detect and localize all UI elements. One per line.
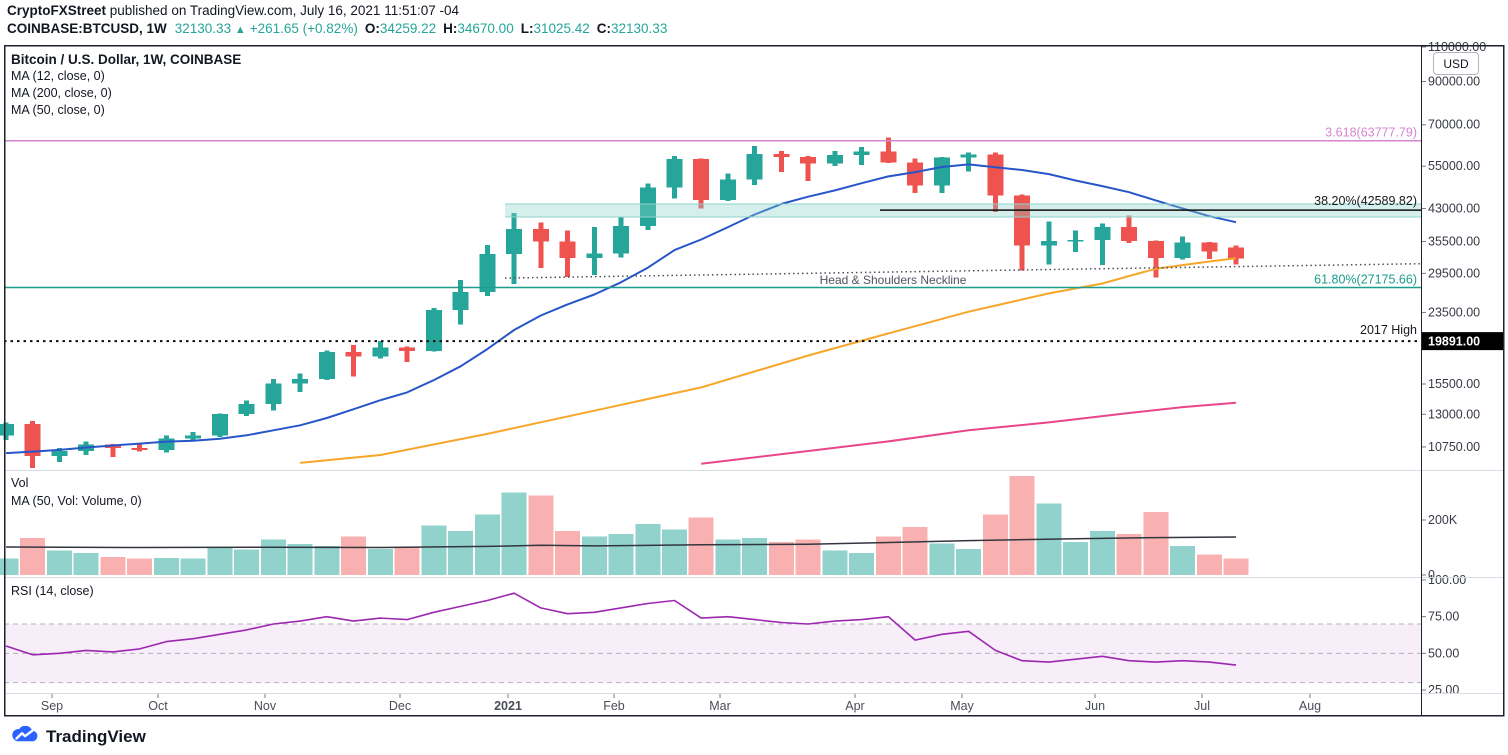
price-axis-label: 90000.00 <box>1428 75 1480 89</box>
price-axis-label: 35500.00 <box>1428 235 1480 249</box>
last-price: 32130.33 <box>174 21 232 36</box>
price-tag <box>1422 332 1504 351</box>
candlestick-series <box>0 137 1245 469</box>
volume-legend-label[interactable]: Vol <box>11 476 29 490</box>
time-axis-label: Jul <box>1194 699 1210 713</box>
svg-text:19891.00: 19891.00 <box>1428 335 1480 349</box>
time-axis-label: Aug <box>1299 699 1321 713</box>
header: CryptoFXStreet published on TradingView.… <box>7 2 667 39</box>
time-axis-label: Nov <box>254 699 277 713</box>
frame <box>3 44 1505 717</box>
low-label: L: <box>520 21 534 36</box>
quote-line: COINBASE:BTCUSD, 1W 32130.33 ▲ +261.65 (+0… <box>7 20 667 39</box>
symbol-name: COINBASE:BTCUSD, 1W <box>7 21 167 36</box>
publish-info: published on TradingView.com, July 16, 2… <box>106 3 460 18</box>
tradingview-cloud-icon <box>12 726 38 742</box>
volume-ma-legend[interactable]: MA (50, Vol: Volume, 0) <box>11 493 142 508</box>
time-axis-label: Oct <box>148 699 168 713</box>
ma200-legend[interactable]: MA (200, close, 0) <box>11 86 112 100</box>
high-2017-label: 2017 High <box>1360 323 1417 337</box>
ma50-legend[interactable]: MA (50, close, 0) <box>11 103 105 117</box>
publish-line: CryptoFXStreet published on TradingView.… <box>7 2 667 20</box>
volume-axis-label: 200K <box>1428 513 1458 527</box>
neckline-label: Head & Shoulders Neckline <box>820 273 967 287</box>
publisher-name: CryptoFXStreet <box>7 3 107 18</box>
rsi-axis-label: 75.00 <box>1428 610 1459 624</box>
volume-pane-legend: Vol MA (50, Vol: Volume, 0) <box>11 475 142 510</box>
time-axis-label: May <box>950 699 974 713</box>
ma200-line <box>701 401 1237 465</box>
chart-title: Bitcoin / U.S. Dollar, 1W, COINBASE <box>11 52 242 67</box>
chart-border <box>3 44 1505 717</box>
time-axis-label: Feb <box>603 699 625 713</box>
high-label: H: <box>443 21 458 36</box>
price-axis-label: 10750.00 <box>1428 440 1480 454</box>
tradingview-logo-link[interactable]: TradingView <box>10 726 146 748</box>
rsi-pane <box>4 592 1421 684</box>
price-axis-label: 15500.00 <box>1428 377 1480 391</box>
time-axis[interactable]: Sep Oct Nov Dec 2021 Feb Mar Apr May Jun Jul Aug <box>41 693 1321 713</box>
up-arrow-icon: ▲ <box>234 24 246 36</box>
fib-3618-label: 3.618(63777.79) <box>1325 126 1417 140</box>
rsi-pane-legend: RSI (14, close) <box>11 584 94 598</box>
price-pane-legend: Bitcoin / U.S. Dollar, 1W, COINBASE MA (… <box>11 51 241 119</box>
fib-382-label: 38.20%(42589.82) <box>1314 194 1417 208</box>
rsi-band <box>4 623 1421 683</box>
rsi-axis-label: 50.00 <box>1428 646 1459 660</box>
price-axis-label: 110000.00 <box>1428 40 1486 54</box>
rsi-axis-label: 100.00 <box>1428 573 1466 587</box>
time-axis-label: Sep <box>41 699 63 713</box>
volume-axis-label: 0 <box>1428 568 1435 582</box>
fib-618-label: 61.80%(27175.66) <box>1314 272 1417 286</box>
price-axis-label: 43000.00 <box>1428 202 1480 216</box>
tradingview-brand-text: TradingView <box>46 727 146 746</box>
time-axis-label: Dec <box>389 699 411 713</box>
price-axis-label: 23500.00 <box>1428 305 1480 319</box>
time-axis-label: Mar <box>709 699 731 713</box>
price-axis[interactable]: 110000.00 90000.00 70000.00 55000.00 43000.0… <box>1421 40 1504 697</box>
volume-series <box>0 476 1249 575</box>
price-axis-label: 70000.00 <box>1428 118 1480 132</box>
ma50-line <box>300 257 1237 464</box>
price-change: +261.65 (+0.82%) <box>249 21 358 36</box>
price-annotations: Head & Shoulders Neckline 3.618(63777.79)… <box>4 126 1422 343</box>
volume-ma-line <box>5 536 1237 549</box>
ma12-legend[interactable]: MA (12, close, 0) <box>11 69 105 83</box>
open-value: 34259.22 <box>379 21 437 36</box>
time-axis-label: 2021 <box>494 699 522 713</box>
low-value: 31025.42 <box>533 21 590 36</box>
price-axis-label: 55000.00 <box>1428 159 1480 173</box>
price-axis-label: 13000.00 <box>1428 407 1480 421</box>
price-axis-label: 29500.00 <box>1428 266 1480 280</box>
close-value: 32130.33 <box>611 21 668 36</box>
time-axis-label: Jun <box>1085 699 1105 713</box>
rsi-line <box>5 592 1237 666</box>
time-axis-label: Apr <box>845 699 864 713</box>
rsi-legend-label[interactable]: RSI (14, close) <box>11 584 94 598</box>
currency-toggle-button[interactable]: USD <box>1433 52 1479 75</box>
open-label: O: <box>364 21 380 36</box>
close-label: C: <box>596 21 612 36</box>
rsi-axis-label: 25.00 <box>1428 683 1459 697</box>
ma12-line <box>5 163 1237 455</box>
high-value: 34670.00 <box>457 21 514 36</box>
